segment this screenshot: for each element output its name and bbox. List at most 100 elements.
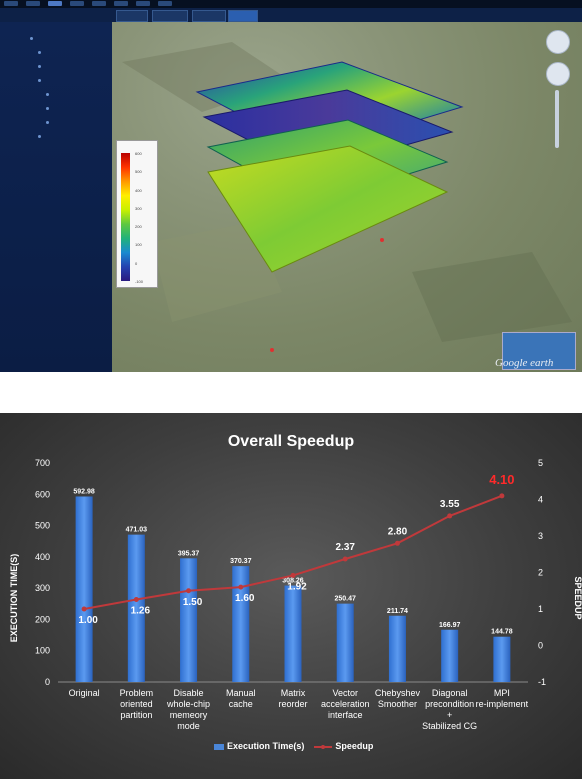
x-category-label: Vector acceleration interface <box>320 688 370 720</box>
legend-tick-label: 600 <box>135 151 142 156</box>
bar <box>284 585 302 682</box>
earth-map-view[interactable] <box>112 22 582 372</box>
y-tick-label-left: 300 <box>35 583 50 593</box>
speedup-value-label: 3.55 <box>440 499 460 510</box>
bar <box>75 496 93 682</box>
color-scale-legend: 600 500 400 300 200 100 0 -100 <box>116 140 158 288</box>
bar <box>388 615 406 682</box>
bar-value-label: 308.26 <box>282 578 304 585</box>
map-marker[interactable] <box>380 238 384 242</box>
bar <box>127 534 145 682</box>
x-category-label: Disable whole-chip memeory mode <box>167 688 211 731</box>
menu-item[interactable] <box>92 1 106 6</box>
tree-node[interactable] <box>38 134 44 140</box>
speedup-point <box>447 513 453 519</box>
y-tick-label-left: 0 <box>45 677 50 687</box>
tool-tab[interactable] <box>192 10 226 22</box>
speedup-point <box>133 597 139 603</box>
menu-item[interactable] <box>158 1 172 6</box>
tree-node[interactable] <box>46 92 52 98</box>
x-category-label: Chebyshev Smoother <box>374 688 420 709</box>
bar-value-label: 592.98 <box>73 488 95 495</box>
y-axis-label-left: EXECUTION TIME(S) <box>9 553 19 643</box>
y-tick-label-right: 3 <box>538 531 543 541</box>
x-category-label: Manual cache <box>226 688 256 709</box>
y-tick-label-right: 0 <box>538 641 543 651</box>
toolbar <box>0 8 582 23</box>
tool-tab[interactable] <box>152 10 188 22</box>
speedup-chart: 0 100 200 300 400 500 600 700 -1 0 1 2 3 4 5 592.98 471.… <box>0 413 582 779</box>
bar-value-label: 250.47 <box>335 596 357 603</box>
tree-node[interactable] <box>46 106 52 112</box>
speedup-point <box>238 584 244 590</box>
menu-item[interactable] <box>26 1 40 6</box>
legend-tick-label: 100 <box>135 242 142 248</box>
bar <box>180 558 198 682</box>
speedup-value-label: 2.80 <box>388 526 408 537</box>
speedup-point <box>186 588 192 594</box>
menu-item[interactable] <box>136 1 150 6</box>
speedup-point <box>290 572 296 578</box>
y-tick-label-left: 200 <box>35 614 50 624</box>
bar-value-label: 370.37 <box>230 558 252 565</box>
legend-tick-label: 400 <box>135 187 142 193</box>
color-scale-bar <box>121 153 130 281</box>
layer-tree-sidebar <box>0 22 112 372</box>
speedup-value-label: 1.50 <box>183 597 203 608</box>
chart-canvas: 0 100 200 300 400 500 600 700 -1 0 1 2 3 4 5 592.98 471.… <box>35 458 546 687</box>
tree-node[interactable] <box>38 64 44 70</box>
tool-tab-active[interactable] <box>228 10 258 22</box>
y-tick-label-left: 700 <box>35 458 50 468</box>
menu-item[interactable] <box>48 1 62 6</box>
pan-control-icon[interactable] <box>546 62 570 86</box>
tree-node[interactable] <box>38 50 44 56</box>
tool-tab[interactable] <box>116 10 148 22</box>
bar-value-label: 395.37 <box>178 550 200 557</box>
tree-node[interactable] <box>46 120 52 126</box>
tree-node[interactable] <box>30 36 36 42</box>
legend-tick-label: 500 <box>135 169 142 175</box>
tree-node[interactable] <box>38 78 44 84</box>
speedup-point <box>81 606 87 612</box>
legend-swatch-execution-time <box>214 743 224 750</box>
chart-title: Overall Speedup <box>227 433 355 450</box>
chart-legend: Execution Time(s) Speedup <box>214 741 373 753</box>
speedup-value-label: 1.92 <box>287 581 307 592</box>
compass-icon[interactable] <box>546 30 570 54</box>
bar <box>493 636 511 682</box>
x-category-label: Diagonal precondition + Stabilized CG <box>422 688 478 731</box>
speedup-value-label: 1.00 <box>78 615 98 626</box>
bar-value-label: 144.78 <box>491 629 513 636</box>
legend-label-speedup: Speedup <box>335 741 374 751</box>
menu-item[interactable] <box>4 1 18 6</box>
map-marker[interactable] <box>270 348 274 352</box>
x-category-label: MPI re-implement <box>475 688 529 709</box>
bar-value-label: 471.03 <box>126 527 148 534</box>
legend-label-execution-time: Execution Time(s) <box>227 741 305 751</box>
speedup-value-label: 1.26 <box>131 606 151 617</box>
x-category-label: Original <box>68 688 100 698</box>
menu-item[interactable] <box>114 1 128 6</box>
app-title-bar <box>0 0 582 8</box>
y-axis-label-right: SPEEDUP <box>573 576 582 620</box>
y-tick-label-left: 600 <box>35 489 50 499</box>
zoom-slider[interactable] <box>555 90 559 148</box>
legend-tick-label: 200 <box>135 224 142 230</box>
y-tick-label-left: 500 <box>35 521 50 531</box>
legend-tick-label: 300 <box>135 205 142 211</box>
y-tick-label-right: 1 <box>538 604 543 614</box>
terrain-layers <box>122 42 572 352</box>
google-earth-logo: Google earth <box>495 357 554 369</box>
y-tick-label-right: -1 <box>538 677 546 687</box>
bar-value-label: 211.74 <box>387 608 408 615</box>
y-tick-label-left: 400 <box>35 552 50 562</box>
speedup-point <box>342 556 348 562</box>
bar <box>441 629 459 682</box>
menu-item[interactable] <box>70 1 84 6</box>
y-tick-label-left: 100 <box>35 646 50 656</box>
bar-value-label: 166.97 <box>439 622 461 629</box>
legend-tick-label: -100 <box>135 279 144 284</box>
overview-minimap[interactable] <box>502 332 576 370</box>
y-tick-label-right: 4 <box>538 495 543 505</box>
speedup-point <box>499 493 505 499</box>
